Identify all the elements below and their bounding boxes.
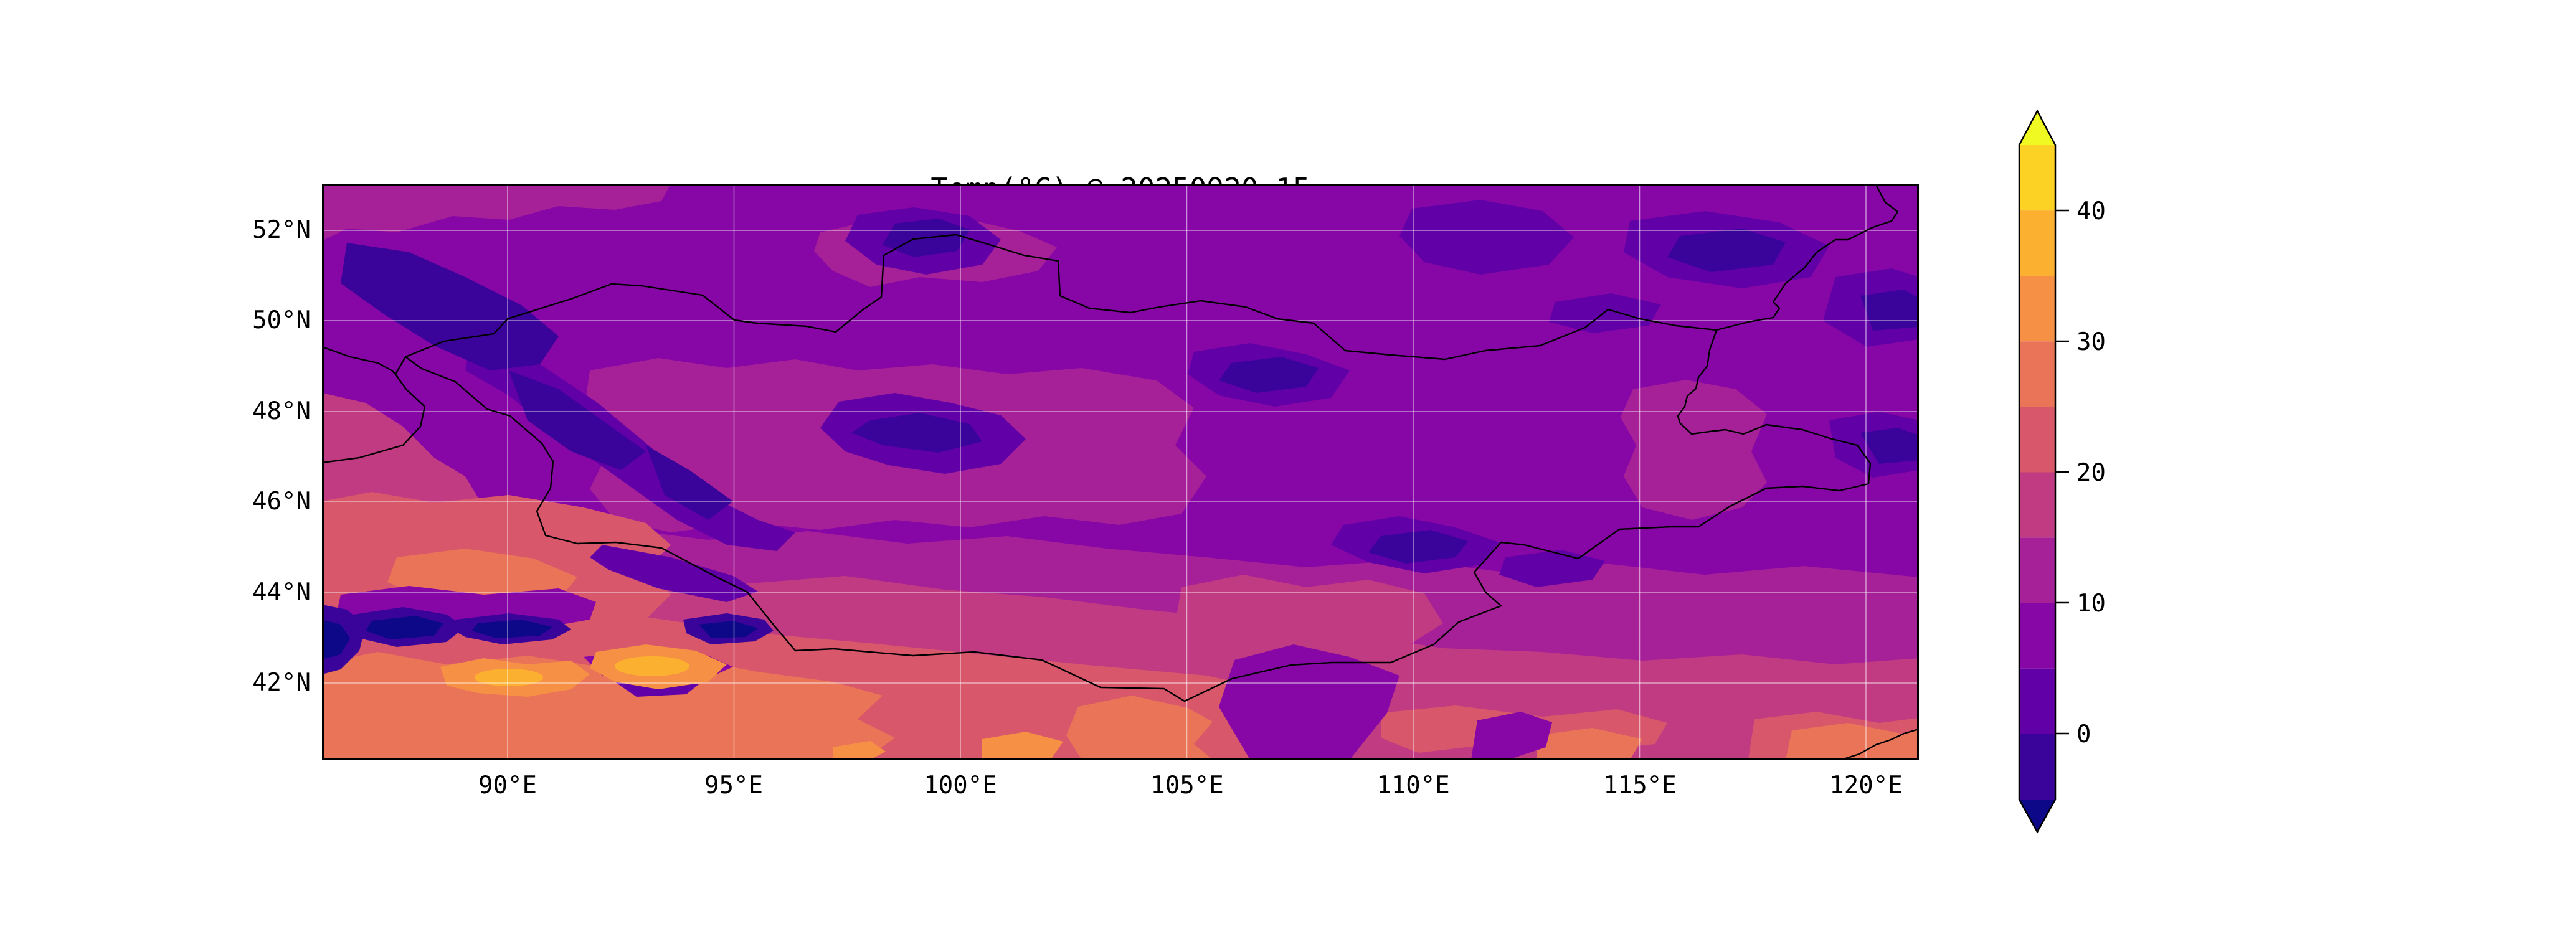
colorbar-tick-40: 40 bbox=[2076, 197, 2106, 225]
mongolia-border bbox=[404, 234, 1872, 702]
colorbar-svg: 40 30 20 10 0 bbox=[2018, 109, 2106, 834]
nw-border-line-1 bbox=[322, 346, 407, 375]
x-tick-95e: 95°E bbox=[704, 771, 763, 800]
field-amber-cores bbox=[475, 656, 689, 686]
y-tick-50n: 50°N bbox=[252, 306, 311, 334]
colorbar-tick-30: 30 bbox=[2076, 328, 2106, 356]
plot-frame bbox=[322, 184, 1919, 760]
colorbar-ticks: 40 30 20 10 0 bbox=[2055, 197, 2106, 748]
y-tick-52n: 52°N bbox=[252, 216, 311, 244]
nw-border-line-2 bbox=[322, 373, 426, 464]
colorbar: 40 30 20 10 0 bbox=[2012, 100, 2130, 847]
x-tick-100e: 100°E bbox=[924, 771, 997, 800]
field-indigo-patches bbox=[341, 219, 1919, 564]
colorbar-tick-10: 10 bbox=[2076, 590, 2106, 618]
x-tick-115e: 115°E bbox=[1603, 771, 1677, 800]
argun-russia-china-border bbox=[1715, 184, 1899, 331]
colorbar-arrow-over bbox=[2019, 111, 2055, 145]
country-borders bbox=[322, 184, 1919, 760]
colorbar-segments bbox=[2019, 111, 2055, 832]
y-tick-46n: 46°N bbox=[252, 488, 311, 516]
field-navy-cold-cores bbox=[322, 605, 774, 674]
colorbar-arrow-under bbox=[2019, 800, 2055, 832]
colorbar-tick-0: 0 bbox=[2076, 720, 2091, 748]
x-tick-110e: 110°E bbox=[1376, 771, 1450, 800]
colorbar-outline bbox=[2018, 109, 2057, 834]
y-tick-42n: 42°N bbox=[252, 669, 311, 697]
colorbar-tick-20: 20 bbox=[2076, 459, 2106, 487]
y-tick-44n: 44°N bbox=[252, 578, 311, 606]
temperature-contour-map bbox=[322, 184, 1919, 760]
coastline-se-corner bbox=[1840, 728, 1919, 760]
y-tick-48n: 48°N bbox=[252, 397, 311, 425]
x-tick-120e: 120°E bbox=[1829, 771, 1903, 800]
x-tick-105e: 105°E bbox=[1150, 771, 1224, 800]
map-plot-area bbox=[322, 184, 1919, 760]
x-tick-90e: 90°E bbox=[478, 771, 537, 800]
